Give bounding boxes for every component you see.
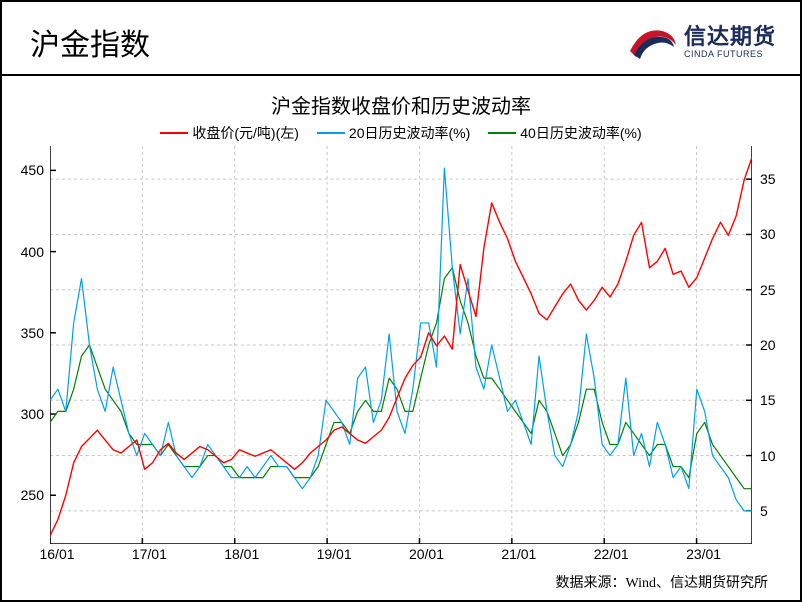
y-left-axis-labels: 250 300 350 400 450 <box>2 146 48 544</box>
x-tick-label: 21/01 <box>501 546 536 562</box>
plot-svg <box>50 146 752 544</box>
logo-cn-text: 信达期货 <box>684 26 776 48</box>
chart-title: 沪金指数收盘价和历史波动率 <box>2 90 800 119</box>
y-left-tick-label: 350 <box>2 325 44 341</box>
header: 沪金指数 信达期货 CINDA FUTURES <box>2 2 800 76</box>
logo-en-text: CINDA FUTURES <box>684 50 776 59</box>
logo-text: 信达期货 CINDA FUTURES <box>684 26 776 59</box>
y-right-tick-label: 30 <box>760 226 800 242</box>
y-left-tick-label: 300 <box>2 406 44 422</box>
y-right-axis-labels: 5 10 15 20 25 30 35 <box>756 146 800 544</box>
legend-label-close: 收盘价(元/吨)(左) <box>192 123 299 143</box>
x-tick-label: 16/01 <box>39 546 74 562</box>
y-right-tick-label: 5 <box>760 503 800 519</box>
legend-swatch-vol40 <box>488 132 516 134</box>
y-left-tick-label: 400 <box>2 244 44 260</box>
logo-swoosh-icon <box>628 21 678 63</box>
plot-canvas <box>50 146 752 544</box>
data-source-text: 数据来源：Wind、信达期货研究所 <box>555 572 768 592</box>
legend-item-vol20: 20日历史波动率(%) <box>317 123 470 143</box>
y-right-tick-label: 10 <box>760 448 800 464</box>
x-tick-label: 19/01 <box>317 546 352 562</box>
x-tick-label: 22/01 <box>594 546 629 562</box>
y-right-tick-label: 15 <box>760 392 800 408</box>
legend-label-vol20: 20日历史波动率(%) <box>349 123 470 143</box>
legend-item-close: 收盘价(元/吨)(左) <box>160 123 299 143</box>
chart-legend: 收盘价(元/吨)(左) 20日历史波动率(%) 40日历史波动率(%) <box>2 123 800 143</box>
y-right-tick-label: 20 <box>760 337 800 353</box>
x-tick-label: 18/01 <box>224 546 259 562</box>
y-right-tick-label: 25 <box>760 282 800 298</box>
brand-logo: 信达期货 CINDA FUTURES <box>628 21 776 63</box>
y-right-tick-label: 35 <box>760 171 800 187</box>
x-axis-labels: 16/0117/0118/0119/0120/0121/0122/0123/01 <box>50 546 752 566</box>
x-tick-label: 23/01 <box>686 546 721 562</box>
page-title: 沪金指数 <box>30 20 150 64</box>
y-left-tick-label: 450 <box>2 162 44 178</box>
legend-label-vol40: 40日历史波动率(%) <box>520 123 641 143</box>
legend-swatch-close <box>160 132 188 134</box>
legend-item-vol40: 40日历史波动率(%) <box>488 123 641 143</box>
chart-area: 沪金指数收盘价和历史波动率 收盘价(元/吨)(左) 20日历史波动率(%) 40… <box>2 78 800 600</box>
x-tick-label: 20/01 <box>409 546 444 562</box>
y-left-tick-label: 250 <box>2 487 44 503</box>
legend-swatch-vol20 <box>317 132 345 134</box>
x-tick-label: 17/01 <box>132 546 167 562</box>
